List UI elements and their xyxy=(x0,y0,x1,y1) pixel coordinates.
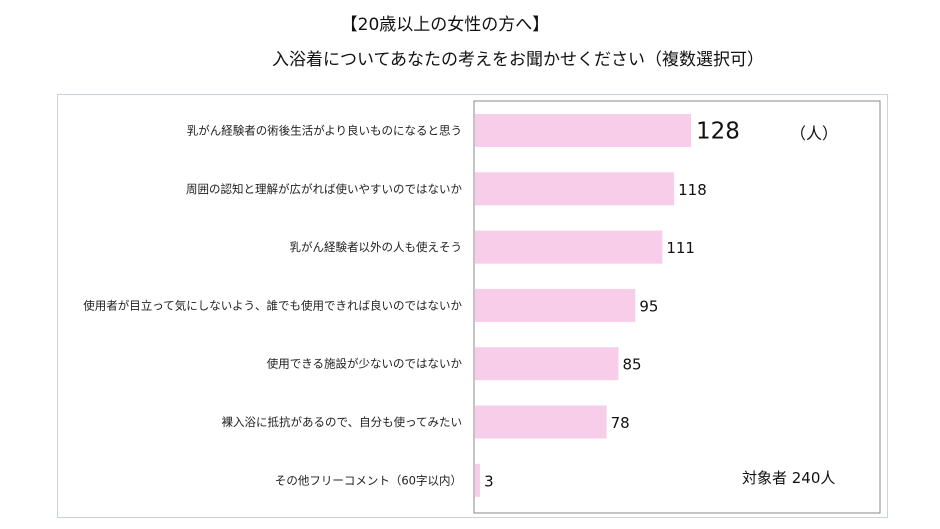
category-label: 乳がん経験者の術後生活がより良いものになると思う xyxy=(187,124,462,138)
bar xyxy=(475,288,636,322)
bar xyxy=(475,347,619,381)
value-label: 78 xyxy=(611,414,630,432)
category-label: その他フリーコメント（60字以内） xyxy=(275,473,462,487)
value-label: 3 xyxy=(484,472,494,490)
bar xyxy=(475,405,607,439)
value-label: 128 xyxy=(696,119,740,145)
category-label: 使用者が目立って気にしないよう、誰でも使用できれば良いのではないか xyxy=(83,298,462,312)
category-label: 使用できる施設が少ないのではないか xyxy=(267,357,463,371)
bar xyxy=(475,172,675,206)
value-label: 111 xyxy=(666,239,695,257)
chart-subtitle: 入浴着についてあなたの考えをお聞かせください（複数選択可） xyxy=(272,50,764,70)
bar xyxy=(475,463,481,497)
chart-title: 【20歳以上の女性の方へ】 xyxy=(340,15,550,35)
plot-area-border xyxy=(473,100,881,514)
category-label: 乳がん経験者以外の人も使えそう xyxy=(290,240,463,254)
bar xyxy=(475,230,663,264)
value-label: 95 xyxy=(639,297,658,315)
category-label: 周囲の認知と理解が広がれば使いやすいのではないか xyxy=(186,182,462,196)
total-label: 対象者 240人 xyxy=(742,469,836,487)
value-label: 85 xyxy=(622,356,641,374)
bar xyxy=(475,114,691,147)
chart-frame xyxy=(57,94,888,518)
unit-label: （人） xyxy=(790,124,839,143)
category-label: 裸入浴に抵抗があるので、自分も使ってみたい xyxy=(222,415,462,429)
value-label: 118 xyxy=(678,181,707,199)
